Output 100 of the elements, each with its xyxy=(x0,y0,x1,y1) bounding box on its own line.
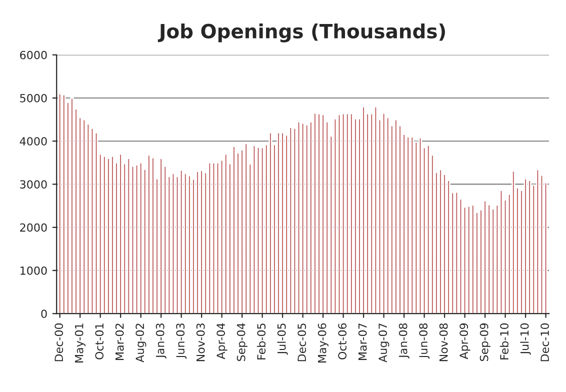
chart-title: Job Openings (Thousands) xyxy=(158,23,445,42)
y-tick-label: 1000 xyxy=(20,266,47,275)
y-tick-label: 4000 xyxy=(20,137,47,146)
bar xyxy=(374,106,378,314)
bar xyxy=(244,142,248,314)
x-tick-label: Jul-10 xyxy=(520,323,531,355)
bar xyxy=(147,154,151,314)
x-tick-label: Oct-01 xyxy=(95,324,104,360)
x-tick-label: Feb-05 xyxy=(256,324,266,360)
x-tick-label: Sep-04 xyxy=(236,323,248,361)
bar xyxy=(106,158,110,314)
x-tick-label: May-06 xyxy=(318,323,328,362)
bar xyxy=(82,118,86,314)
x-tick-label: Oct-06 xyxy=(338,323,347,360)
x-tick-label: Dec-00 xyxy=(54,323,64,362)
y-tick-label: 3000 xyxy=(20,180,47,189)
bar xyxy=(288,126,292,314)
bar xyxy=(512,170,516,314)
bar xyxy=(483,200,487,314)
bar xyxy=(296,121,301,314)
x-tick-label: Aug-02 xyxy=(136,324,146,362)
bar xyxy=(499,190,504,314)
x-tick-label: Mar-07 xyxy=(358,324,367,360)
bar xyxy=(394,118,398,314)
bar xyxy=(58,92,62,314)
bar xyxy=(313,112,317,314)
bar xyxy=(301,122,305,314)
bar xyxy=(196,170,200,314)
bar xyxy=(224,153,228,314)
x-tick-label: May-01 xyxy=(74,324,86,362)
y-tick-label: 0 xyxy=(41,310,47,318)
bar xyxy=(110,156,114,314)
x-tick-label: Apr-09 xyxy=(460,323,470,360)
y-tick-label: 2000 xyxy=(20,223,47,232)
x-tick-label: Apr-04 xyxy=(216,323,228,360)
bar xyxy=(90,127,94,314)
y-tick-label: 5000 xyxy=(20,94,47,102)
bar xyxy=(126,158,130,314)
bar xyxy=(346,112,350,314)
bar xyxy=(180,169,184,314)
bar xyxy=(200,170,204,314)
x-tick-label: Feb-10 xyxy=(500,323,509,360)
bar xyxy=(94,132,98,314)
x-tick-label: Aug-07 xyxy=(378,324,390,362)
bar xyxy=(382,112,386,314)
x-tick-label: Dec-05 xyxy=(298,324,306,362)
bar xyxy=(337,114,342,314)
bar xyxy=(276,132,280,314)
bar xyxy=(216,162,220,314)
x-tick-label: Jul-05 xyxy=(277,324,288,355)
bar xyxy=(317,112,321,314)
bar xyxy=(62,94,66,314)
bar xyxy=(536,168,540,314)
bar xyxy=(232,146,236,314)
bar xyxy=(491,208,495,314)
bar xyxy=(268,132,272,314)
bar xyxy=(454,191,458,314)
bar xyxy=(426,144,430,314)
bar xyxy=(260,146,264,314)
bar xyxy=(528,180,532,314)
bar xyxy=(70,97,74,314)
x-tick-label: Nov-03 xyxy=(196,324,205,362)
x-tick-label: Mar-02 xyxy=(115,324,124,360)
bar xyxy=(341,112,346,314)
bar xyxy=(256,146,260,314)
bar xyxy=(102,156,106,314)
bar xyxy=(438,168,442,314)
bar xyxy=(386,116,390,314)
y-tick-label: 6000 xyxy=(20,50,47,60)
x-tick-label: Jun-03 xyxy=(176,324,187,359)
bar xyxy=(362,106,366,314)
x-tick-label: Jun-08 xyxy=(419,323,430,359)
bar xyxy=(467,206,471,314)
x-tick-label: Nov-08 xyxy=(439,323,448,362)
bar xyxy=(410,136,414,314)
bar xyxy=(418,136,422,314)
bar xyxy=(159,158,163,314)
bar xyxy=(151,156,155,314)
bar xyxy=(350,112,354,314)
bar xyxy=(280,132,284,314)
bar xyxy=(134,164,139,314)
bar xyxy=(188,174,192,314)
bar xyxy=(305,124,309,314)
x-tick-label: Jan-08 xyxy=(398,323,410,358)
x-tick-label: Jan-03 xyxy=(156,324,166,358)
bar xyxy=(139,162,143,314)
bar xyxy=(252,144,256,314)
bar xyxy=(487,204,491,314)
bar xyxy=(321,114,325,314)
bar xyxy=(212,162,216,314)
x-tick-label: Sep-09 xyxy=(480,323,490,361)
bar xyxy=(86,123,90,314)
bar xyxy=(171,172,176,314)
bar xyxy=(184,172,188,314)
bar xyxy=(524,178,528,314)
bar xyxy=(406,136,410,314)
bar xyxy=(471,204,475,314)
bar xyxy=(208,162,212,314)
x-tick-label: Dec-10 xyxy=(540,323,550,362)
bar xyxy=(118,153,122,314)
